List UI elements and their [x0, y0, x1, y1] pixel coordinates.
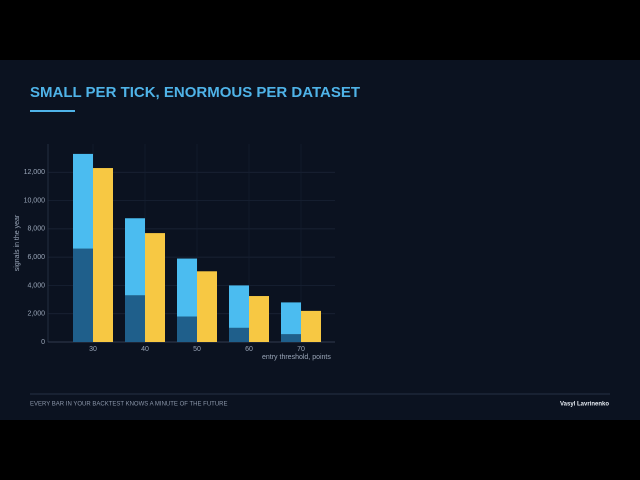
plot: 0 2,000 4,000 6,000 8,000 10,000 12,000 30 40 50 6…	[24, 144, 335, 361]
x-tick-label: 70	[297, 346, 305, 353]
bar	[73, 248, 93, 342]
bar	[301, 310, 321, 342]
x-tick-label: 40	[141, 346, 149, 353]
bar	[125, 218, 145, 296]
bar	[145, 233, 165, 342]
y-tick-label: 4,000	[27, 282, 45, 289]
bar	[125, 295, 145, 342]
bar	[229, 327, 249, 342]
y-tick-label: 10,000	[24, 197, 46, 204]
bar	[197, 271, 217, 342]
x-tick-label: 50	[193, 346, 201, 353]
footer-text: EVERY BAR IN YOUR BACKTEST KNOWS A MINUT…	[30, 402, 227, 408]
bar	[177, 258, 197, 317]
bar	[229, 285, 249, 328]
bar	[281, 302, 301, 335]
bar	[249, 296, 269, 342]
title-underline	[30, 110, 75, 112]
x-tick-label: 30	[89, 346, 97, 353]
bar	[281, 334, 301, 342]
author: Vasyl Lavrinenko	[560, 402, 609, 408]
y-tick-label: 12,000	[24, 169, 46, 176]
x-axis-label: entry threshold, points	[262, 354, 331, 361]
y-tick-label: 8,000	[27, 226, 45, 233]
bar	[73, 153, 93, 249]
y-axis-label: signals in the year	[14, 214, 21, 271]
bar	[93, 168, 113, 342]
y-tick-label: 0	[41, 339, 45, 346]
y-tick-label: 6,000	[27, 254, 45, 261]
x-tick-label: 60	[245, 346, 253, 353]
y-tick-label: 2,000	[27, 311, 45, 318]
slide-title: SMALL PER TICK, ENORMOUS PER DATASET	[30, 84, 360, 101]
bar	[177, 316, 197, 342]
